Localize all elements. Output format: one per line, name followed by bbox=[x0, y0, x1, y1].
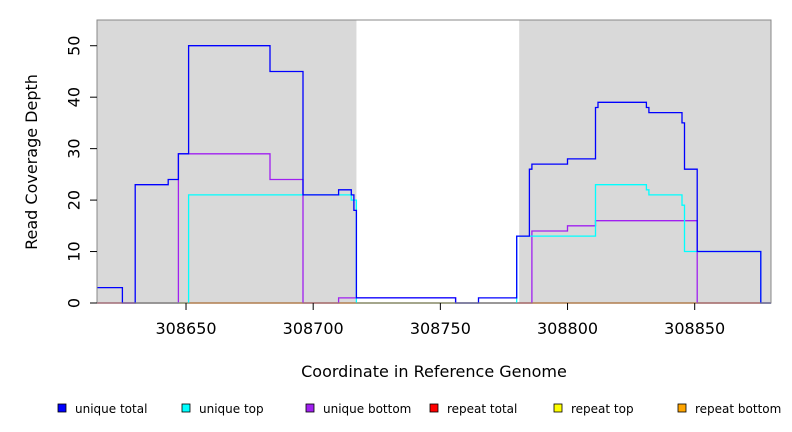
y-tick-label: 50 bbox=[65, 36, 84, 56]
legend-label: repeat top bbox=[571, 402, 634, 416]
legend-swatch bbox=[553, 403, 563, 413]
plot-frame bbox=[96, 19, 772, 304]
legend-label: unique bottom bbox=[323, 402, 411, 416]
y-tick-label: 40 bbox=[65, 87, 84, 107]
legend-label: unique total bbox=[75, 402, 147, 416]
y-axis-title: Read Coverage Depth bbox=[22, 74, 41, 250]
x-tick-label: 308850 bbox=[664, 319, 725, 338]
legend-swatch bbox=[677, 403, 687, 413]
x-tick-label: 308650 bbox=[155, 319, 216, 338]
x-tick-label: 308800 bbox=[537, 319, 598, 338]
legend-swatch bbox=[57, 403, 67, 413]
y-tick-label: 20 bbox=[65, 190, 84, 210]
legend-label: repeat total bbox=[447, 402, 517, 416]
x-axis-title: Coordinate in Reference Genome bbox=[301, 362, 567, 381]
y-tick-label: 30 bbox=[65, 138, 84, 158]
series-line-unique-top bbox=[135, 184, 771, 304]
legend-label: unique top bbox=[199, 402, 264, 416]
x-tick-label: 308750 bbox=[410, 319, 471, 338]
legend-swatch bbox=[181, 403, 191, 413]
plot-background-layer bbox=[97, 20, 771, 303]
legend-swatch bbox=[429, 403, 439, 413]
legend-label: repeat bottom bbox=[695, 402, 781, 416]
series-line-unique-total bbox=[97, 45, 771, 304]
shaded-region bbox=[97, 20, 357, 303]
legend-swatch bbox=[305, 403, 315, 413]
legend: unique total unique top unique bottom repea… bbox=[57, 402, 781, 416]
axes-layer: 308650 308700 308750 308800 308850 0 10 20 30 40 5… bbox=[65, 36, 726, 338]
y-tick-label: 10 bbox=[65, 241, 84, 261]
x-tick-label: 308700 bbox=[283, 319, 344, 338]
shaded-region bbox=[519, 20, 771, 303]
y-tick-label: 0 bbox=[65, 298, 84, 308]
